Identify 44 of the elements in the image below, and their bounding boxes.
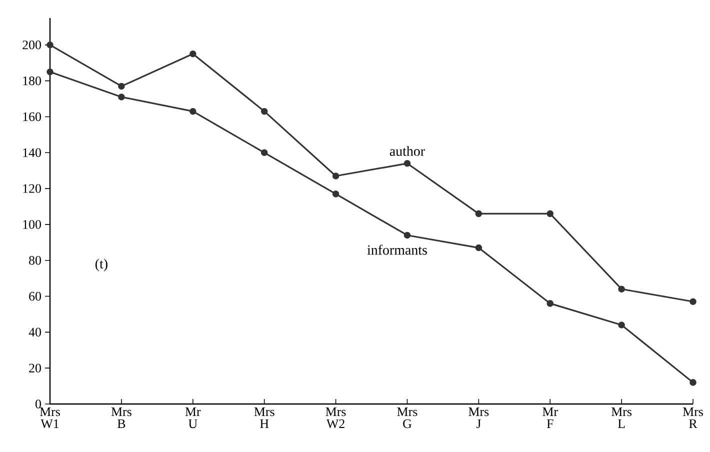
x-tick-label: Mrs W2 <box>326 408 346 428</box>
y-tick-label: 20 <box>29 364 41 372</box>
point <box>190 108 196 115</box>
x-tick-label: Mrs B <box>111 408 132 428</box>
point <box>618 322 625 328</box>
point <box>546 210 554 218</box>
point <box>260 108 268 115</box>
point <box>618 286 625 292</box>
x-tick-label: Mr F <box>542 408 558 428</box>
y-tick-label: 60 <box>29 292 41 301</box>
point <box>190 50 196 58</box>
point <box>118 94 125 100</box>
x-tick-label: Mrs W1 <box>40 408 60 428</box>
y-tick-label: 160 <box>23 112 41 122</box>
x-tick-label: Mrs R <box>682 408 703 428</box>
point <box>332 172 340 180</box>
point <box>404 232 411 239</box>
x-tick-label: Mrs L <box>612 408 632 428</box>
series-label: informants <box>367 244 427 255</box>
point <box>404 160 411 167</box>
point <box>118 82 125 90</box>
y-tick-label: 0 <box>36 400 41 408</box>
y-tick-label: 140 <box>23 148 41 158</box>
y-tick-label: 40 <box>28 328 41 337</box>
point <box>475 244 482 252</box>
x-tick-label: Mrs H <box>254 408 274 428</box>
point <box>260 149 268 156</box>
y-tick-label: 120 <box>23 184 41 193</box>
y-tick-label: 200 <box>22 40 41 50</box>
y-tick-label: 180 <box>23 76 41 86</box>
x-tick-label: Mrs J <box>468 408 489 428</box>
x-tick-label: Mr U <box>185 408 201 428</box>
series-label: author <box>390 146 425 156</box>
point <box>690 379 696 386</box>
point <box>46 68 54 76</box>
point <box>690 298 696 306</box>
point <box>332 190 340 198</box>
point <box>475 210 482 218</box>
annotation: (t) <box>95 258 108 272</box>
y-tick-label: 100 <box>23 220 41 229</box>
point <box>546 300 554 307</box>
y-tick-label: 80 <box>29 256 41 265</box>
x-tick-label: Mrs G <box>397 408 418 428</box>
point <box>46 42 54 48</box>
